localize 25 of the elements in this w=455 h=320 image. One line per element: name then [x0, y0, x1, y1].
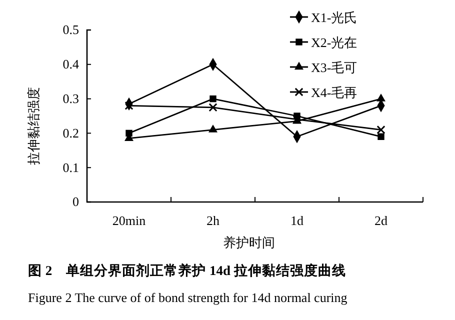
x-axis-title: 养护时间 — [223, 235, 275, 250]
y-tick-label: 0.2 — [62, 125, 79, 140]
legend-label: X2-光在 — [311, 35, 358, 50]
x-tick-label: 2h — [206, 213, 220, 228]
y-tick-label: 0.5 — [62, 22, 79, 38]
point — [378, 133, 384, 140]
text: Figure 2 The curve of of bond strength for 14d normal curing — [28, 290, 348, 305]
point — [208, 103, 218, 112]
point — [208, 124, 218, 132]
x-tick-label: 1d — [290, 213, 304, 228]
x-tick-label: 20min — [112, 213, 146, 228]
point — [124, 101, 134, 110]
point — [376, 125, 386, 134]
y-tick-label: 0 — [72, 194, 79, 210]
y-tick-label: 0.4 — [62, 56, 80, 72]
legend-label: X1-光氏 — [311, 10, 358, 25]
point — [376, 94, 386, 102]
legend-label: X4-毛再 — [311, 85, 358, 100]
legend-label: X3-毛可 — [311, 60, 358, 75]
text: 图 2 单组分界面剂正常养护 14d 拉伸黏结强度曲线 — [28, 262, 346, 278]
x-tick-label: 2d — [374, 213, 388, 228]
point — [210, 95, 216, 102]
y-tick-label: 0.3 — [62, 90, 79, 106]
y-axis-title: 拉伸黏结强度 — [26, 87, 41, 165]
y-tick-label: 0.1 — [62, 160, 79, 175]
